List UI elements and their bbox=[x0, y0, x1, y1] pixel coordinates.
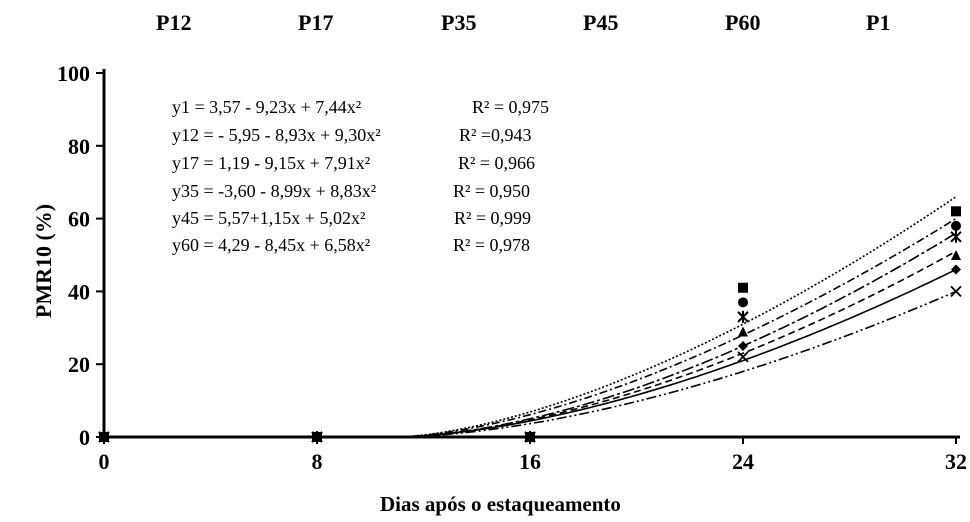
fit-curve-dashed bbox=[396, 250, 957, 438]
series-label-p12: P12 bbox=[156, 10, 192, 35]
x-tick-label: 16 bbox=[519, 449, 541, 474]
series-label-p45: P45 bbox=[583, 10, 619, 35]
marker-asterisk bbox=[950, 230, 962, 243]
equation-y60: y60 = 4,29 - 8,45x + 6,58x² R² = 0,978 bbox=[172, 235, 531, 255]
series-label-p60: P60 bbox=[725, 10, 761, 35]
x-tick-label: 8 bbox=[312, 449, 323, 474]
y-axis-label: PMR10 (%) bbox=[31, 203, 56, 319]
marker-triangle bbox=[951, 250, 961, 260]
y-tick-label: 80 bbox=[68, 134, 90, 159]
marker-square bbox=[99, 432, 109, 442]
fit-curve-dash-dot-long bbox=[396, 232, 957, 438]
equation-y1: y1 = 3,57 - 9,23x + 7,44x² R² = 0,975 bbox=[172, 97, 550, 117]
equation-y17: y17 = 1,19 - 9,15x + 7,91x² R² = 0,966 bbox=[172, 153, 536, 173]
x-tick-label: 0 bbox=[99, 449, 110, 474]
y-tick-label: 0 bbox=[79, 425, 90, 450]
x-tick-label: 32 bbox=[945, 449, 967, 474]
y-tick-label: 40 bbox=[68, 279, 90, 304]
equation-y35: y35 = -3,60 - 8,99x + 8,83x² R² = 0,950 bbox=[172, 181, 531, 201]
equation-y12: y12 = - 5,95 - 8,93x + 9,30x² R² =0,943 bbox=[172, 125, 532, 145]
marker-x bbox=[950, 285, 962, 298]
equation-y45: y45 = 5,57+1,15x + 5,02x² R² = 0,999 bbox=[172, 208, 532, 228]
x-tick-label: 24 bbox=[732, 449, 754, 474]
x-axis-label: Dias após o estaqueamento bbox=[380, 492, 621, 516]
marker-x bbox=[737, 351, 749, 363]
marker-diamond bbox=[951, 264, 961, 275]
marker-circle bbox=[738, 297, 748, 308]
fit-curve-dotted bbox=[396, 196, 957, 438]
series-label-p35: P35 bbox=[441, 10, 477, 35]
marker-square bbox=[312, 432, 322, 442]
marker-diamond bbox=[738, 341, 748, 351]
series-labels: P12 P17 P35 P45 P60 P1 bbox=[0, 10, 970, 40]
fit-curve-dash-dot bbox=[396, 217, 957, 438]
y-tick-label: 20 bbox=[68, 352, 90, 377]
series-label-p17: P17 bbox=[298, 10, 334, 35]
series-label-p1: P1 bbox=[866, 10, 891, 35]
y-tick-label: 100 bbox=[57, 61, 90, 86]
marker-square bbox=[525, 432, 535, 442]
y-tick-label: 60 bbox=[68, 207, 90, 232]
marker-triangle bbox=[738, 326, 748, 337]
fit-curve-dash-dot-dot bbox=[396, 290, 957, 438]
marker-circle bbox=[951, 220, 961, 231]
marker-asterisk bbox=[737, 310, 749, 323]
marker-square bbox=[951, 206, 961, 217]
marker-square bbox=[738, 282, 748, 293]
